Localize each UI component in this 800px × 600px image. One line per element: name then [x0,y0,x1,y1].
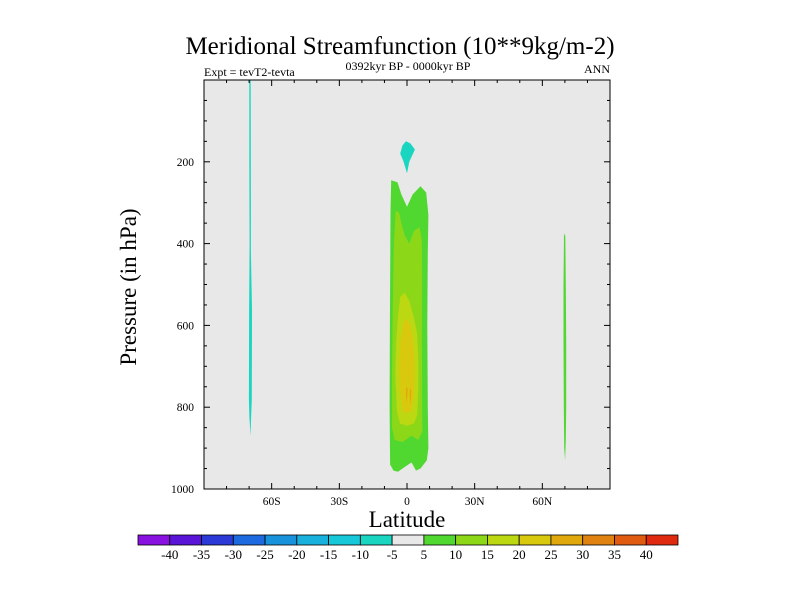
colorbar-swatch [296,534,329,546]
colorbar-labels: -40 -35 -30 -25 -20 -15 -10 -5 5 10 15 20 25 30 35 40 [161,547,653,562]
y-tick-label: 400 [177,239,195,251]
colorbar-level-label: 30 [576,547,589,562]
colorbar-level-label: -30 [225,547,242,562]
tropical-cell-25-30 [405,386,408,404]
x-tick-label: 30S [330,496,348,508]
colorbar-swatch [518,534,552,546]
colorbar-level-label: -15 [320,547,337,562]
colorbar-swatch [232,534,266,546]
colorbar-swatch [487,534,520,546]
y-tick-label: 800 [177,402,195,414]
colorbar-level-label: 40 [640,547,653,562]
colorbar-level-label: -25 [256,547,273,562]
time-period-label: 0392kyr BP - 0000kyr BP [346,59,471,73]
colorbar-swatch [169,534,202,546]
y-tick-label: 200 [177,157,195,169]
y-tick-labels: 200 400 600 800 1000 [171,157,194,496]
season-label: ANN [584,62,610,76]
x-tick-label: 30N [465,496,486,508]
upper-negative-cell [400,141,415,174]
axis-ticks [203,79,611,490]
colorbar-swatch [264,534,298,546]
contour-regions [248,80,567,472]
experiment-label: Expt = tevT2-tevta [204,65,295,79]
colorbar-level-label: 35 [608,547,621,562]
y-tick-label: 600 [177,320,195,332]
colorbar-swatch [328,534,361,546]
colorbar-level-label: -5 [387,547,398,562]
colorbar-level-label: 15 [481,547,494,562]
x-tick-labels: 60S 30S 0 30N 60N [263,496,553,508]
colorbar-level-label: 5 [421,547,428,562]
colorbar-swatch [582,534,615,546]
colorbar-swatch [550,534,584,546]
x-tick-label: 0 [404,496,410,508]
colorbar-level-label: -35 [193,547,210,562]
colorbar-level-label: 25 [544,547,557,562]
x-axis-label: Latitude [369,507,446,532]
colorbar-level-label: -20 [288,547,305,562]
x-tick-label: 60S [263,496,281,508]
colorbar-swatch [359,534,393,546]
y-axis-label: Pressure (in hPa) [116,208,141,365]
colorbar-level-label: -10 [352,547,369,562]
colorbar-swatch [391,534,425,546]
colorbar-swatch [201,534,234,546]
y-tick-label: 1000 [171,484,194,496]
colorbar-swatch [455,534,488,546]
colorbar-swatch [614,534,647,546]
colorbar-level-label: 20 [513,547,526,562]
chart-title: Meridional Streamfunction (10**9kg/m-2) [185,33,614,60]
colorbar-swatch [645,534,679,546]
sh-negative-strip [248,80,252,436]
colorbar-swatch [423,534,457,546]
x-tick-label: 60N [532,496,553,508]
tropical-cell-25-30-b [409,387,412,406]
colorbar-level-label: 10 [449,547,462,562]
nh-positive-strip [563,233,567,461]
colorbar-level-label: -40 [161,547,178,562]
colorbar-swatch [137,534,171,546]
colorbar [137,534,679,546]
